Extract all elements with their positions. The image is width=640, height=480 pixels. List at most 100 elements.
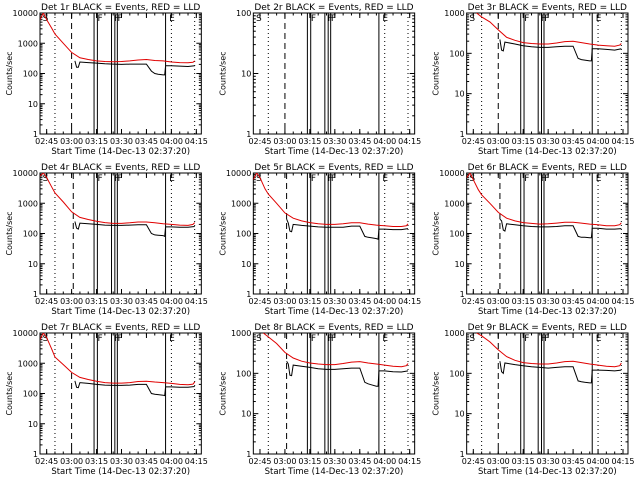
y-tick-label: 10 (28, 420, 38, 429)
y-tick-label: 1 (460, 130, 465, 139)
y-tick-label: 1 (246, 130, 251, 139)
plot-frame (39, 12, 202, 135)
plot-frame (466, 332, 629, 455)
marker-letter-f: F (331, 334, 336, 344)
x-axis-label: Start Time (14-Dec-13 02:37:20) (51, 307, 190, 317)
x-tick-label: 04:15 (398, 137, 421, 146)
panel-title: Det 6r BLACK = Events, RED = LLD (468, 163, 627, 173)
x-tick-label: 04:15 (185, 297, 208, 306)
marker-letter-f: F (118, 14, 123, 24)
panel-det-8r: Det 8r BLACK = Events, RED = LLD 1 10 100 10… (218, 323, 421, 477)
marker-letter-f: F (331, 14, 336, 24)
y-tick-label: 1000 (444, 329, 464, 338)
series-line-lld (253, 173, 409, 227)
x-tick-label: 03:30 (323, 137, 346, 146)
series-line-lld (476, 13, 622, 47)
x-tick-label: 03:00 (273, 137, 296, 146)
marker-letter-f: F (311, 334, 316, 344)
y-tick-label: 1000 (18, 359, 38, 368)
series-line-events (74, 221, 195, 238)
marker-letter-s: S (43, 334, 49, 344)
marker-letter-f: F (98, 334, 103, 344)
y-tick-label: 100 (236, 9, 251, 18)
x-tick-label: 03:30 (323, 297, 346, 306)
x-tick-label: 03:30 (537, 297, 560, 306)
panel-det-1r: Det 1r BLACK = Events, RED = LLD 1 10 100 10… (5, 3, 208, 157)
x-axis-label: Start Time (14-Dec-13 02:37:20) (51, 147, 190, 157)
series-line-events (286, 218, 409, 240)
y-tick-label: 1 (246, 450, 251, 459)
x-axis-label: Start Time (14-Dec-13 02:37:20) (478, 147, 617, 157)
x-tick-label: 04:00 (587, 137, 610, 146)
x-tick-label: 02:45 (248, 457, 271, 466)
y-tick-label: 100 (449, 230, 464, 239)
x-tick-label: 03:00 (273, 457, 296, 466)
panel-det-5r: Det 5r BLACK = Events, RED = LLD 1 10 100 10… (218, 163, 421, 317)
plot-frame (252, 332, 416, 455)
y-tick-label: 10 (454, 90, 464, 99)
y-axis-label: Counts/sec (5, 211, 14, 255)
x-tick-label: 04:15 (611, 457, 634, 466)
x-tick-label: 04:15 (185, 137, 208, 146)
marker-letter-f: F (311, 174, 316, 184)
x-tick-label: 02:45 (462, 137, 485, 146)
marker-letter-f: F (118, 174, 123, 184)
y-tick-label: 1000 (18, 199, 38, 208)
x-tick-label: 03:45 (562, 457, 585, 466)
panel-title: Det 9r BLACK = Events, RED = LLD (468, 323, 627, 333)
series-line-lld (40, 333, 196, 386)
marker-letter-f: F (118, 334, 123, 344)
plot-frame (252, 12, 416, 135)
series-line-lld (40, 173, 196, 226)
y-tick-label: 10 (241, 410, 251, 419)
y-tick-label: 1000 (444, 9, 464, 18)
marker-letter-f: F (328, 14, 333, 24)
series-line-events (286, 360, 409, 387)
series-line-events (499, 361, 622, 384)
series-line-lld (466, 173, 622, 227)
marker-letter-f: F (544, 334, 549, 344)
x-tick-label: 03:45 (348, 297, 371, 306)
marker-letter-f: F (114, 14, 119, 24)
y-tick-label: 10 (28, 100, 38, 109)
series-line-lld (262, 333, 409, 368)
y-tick-label: 10 (28, 260, 38, 269)
plot-frame (252, 172, 416, 295)
marker-letter-e: E (382, 14, 388, 24)
x-tick-label: 03:30 (110, 457, 133, 466)
panel-title: Det 2r BLACK = Events, RED = LLD (254, 3, 413, 13)
x-tick-label: 04:00 (160, 297, 183, 306)
y-axis-label: Counts/sec (218, 371, 227, 415)
y-tick-label: 10000 (439, 169, 464, 178)
marker-letter-s: S (256, 174, 262, 184)
series-line-events (499, 39, 622, 62)
panel-det-9r: Det 9r BLACK = Events, RED = LLD 1 10 100 10… (432, 323, 635, 477)
x-tick-label: 03:30 (537, 137, 560, 146)
marker-letter-f: F (524, 334, 529, 344)
marker-letter-f: F (541, 334, 546, 344)
y-tick-label: 10000 (226, 169, 251, 178)
y-axis-label: Counts/sec (432, 51, 441, 95)
x-tick-label: 03:15 (298, 457, 321, 466)
y-axis-label: Counts/sec (218, 211, 227, 255)
panel-title: Det 1r BLACK = Events, RED = LLD (41, 3, 200, 13)
marker-letter-s: S (256, 14, 262, 24)
y-tick-label: 1000 (18, 39, 38, 48)
x-tick-label: 03:00 (487, 457, 510, 466)
x-tick-label: 03:45 (348, 457, 371, 466)
plot-frame (466, 12, 629, 135)
x-tick-label: 03:15 (85, 137, 108, 146)
x-tick-label: 02:45 (35, 137, 58, 146)
y-tick-label: 1 (33, 290, 38, 299)
x-axis-label: Start Time (14-Dec-13 02:37:20) (51, 467, 190, 477)
panel-title: Det 3r BLACK = Events, RED = LLD (468, 3, 627, 13)
x-tick-label: 03:15 (512, 137, 535, 146)
marker-letter-f: F (541, 14, 546, 24)
x-tick-label: 04:15 (398, 457, 421, 466)
y-axis-label: Counts/sec (432, 211, 441, 255)
y-tick-label: 10 (241, 260, 251, 269)
marker-letter-f: F (331, 174, 336, 184)
x-axis-label: Start Time (14-Dec-13 02:37:20) (265, 467, 404, 477)
x-tick-label: 04:00 (587, 297, 610, 306)
